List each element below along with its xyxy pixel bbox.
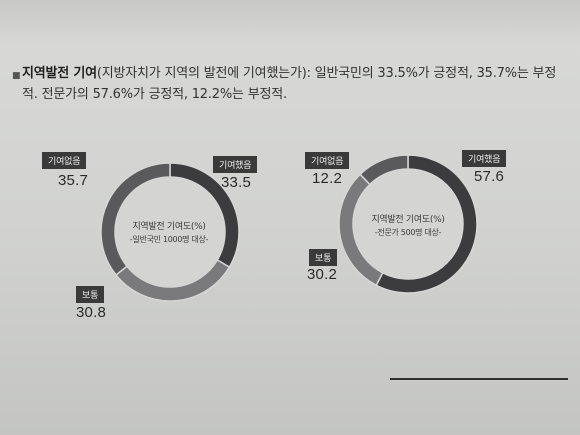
donut-center-subtitle: -전문가 500명 대상- xyxy=(374,228,442,237)
donut-hole xyxy=(354,170,462,278)
donut-center-subtitle: -일반국민 1000명 대상- xyxy=(129,235,209,244)
bullet-icon: ■ xyxy=(12,71,21,81)
slice-label-no-contribution: 기여없음 xyxy=(305,152,350,169)
donut-experts-slices xyxy=(338,154,478,294)
donut-hole xyxy=(116,178,224,286)
slice-value-no-contribution: 12.2 xyxy=(312,170,342,187)
paragraph-heading: 지역발전 기여 xyxy=(22,66,97,81)
slice-label-contributed: 기여했음 xyxy=(213,156,258,173)
donut-slice xyxy=(359,154,409,186)
slice-value-contributed: 57.6 xyxy=(474,168,504,185)
paragraph-text: (지방자치가 지역의 발전에 기여했는가): 일반국민의 33.5%가 긍정적,… xyxy=(22,66,557,102)
donut-center-title: 지역발전 기여도(%) xyxy=(132,222,206,232)
page-top-shadow xyxy=(0,0,580,46)
slice-value-no-contribution: 35.7 xyxy=(58,172,88,189)
slice-value-neutral: 30.8 xyxy=(76,304,106,321)
donut-slice xyxy=(100,162,171,277)
donut-public-slices xyxy=(100,162,240,302)
slice-label-contributed: 기여했음 xyxy=(462,150,507,167)
slice-label-neutral: 보통 xyxy=(76,286,105,303)
footer-rule xyxy=(390,378,568,380)
slice-label-no-contribution: 기여없음 xyxy=(42,152,87,169)
summary-paragraph: 지역발전 기여(지방자치가 지역의 발전에 기여했는가): 일반국민의 33.5… xyxy=(22,63,567,105)
slice-value-contributed: 33.5 xyxy=(221,174,251,191)
donut-center-title: 지역발전 기여도(%) xyxy=(371,215,445,225)
slice-label-neutral: 보통 xyxy=(309,249,338,266)
slice-value-neutral: 30.2 xyxy=(307,266,337,283)
